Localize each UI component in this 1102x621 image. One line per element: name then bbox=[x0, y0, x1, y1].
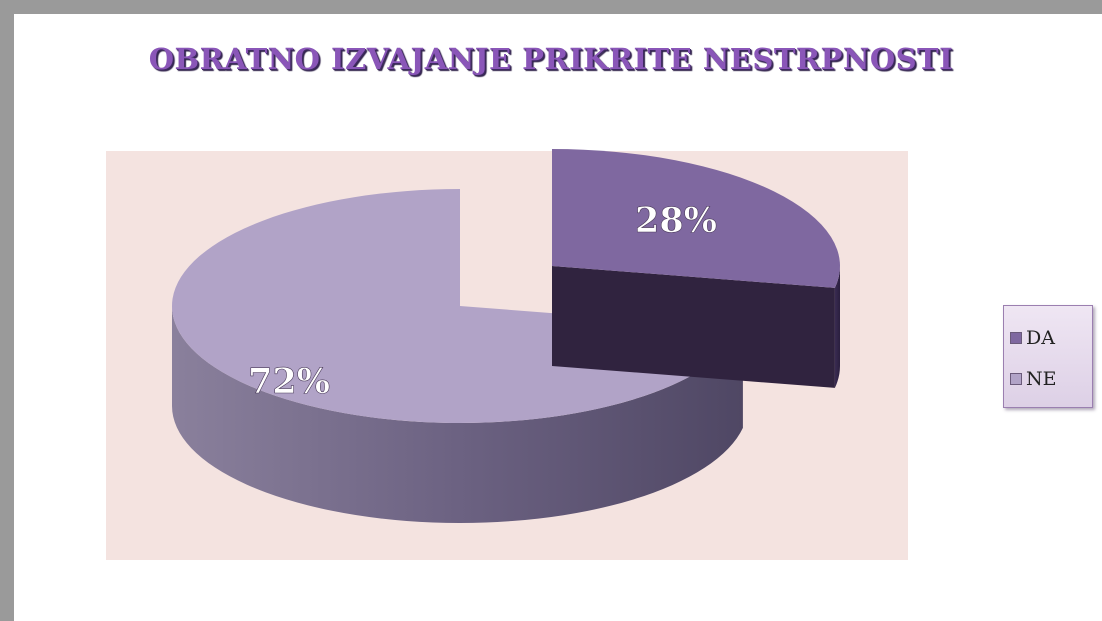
slice-side-da bbox=[834, 266, 840, 388]
legend-swatch-da bbox=[1010, 332, 1022, 344]
legend-swatch-ne bbox=[1010, 373, 1022, 385]
legend-item-da: DA bbox=[1010, 326, 1055, 350]
data-label-ne: 72% bbox=[248, 361, 330, 402]
legend-label-da: DA bbox=[1026, 327, 1055, 349]
legend: DA NE bbox=[1003, 305, 1093, 408]
data-label-da: 28% bbox=[635, 200, 717, 241]
slice-da bbox=[552, 149, 840, 288]
legend-item-ne: NE bbox=[1010, 367, 1057, 391]
chart-title: OBRATNO IZVAJANJE PRIKRITE NESTRPNOSTI bbox=[148, 42, 954, 76]
legend-label-ne: NE bbox=[1026, 368, 1057, 390]
slice-side-ne bbox=[172, 306, 743, 523]
slice-cut-da bbox=[552, 266, 835, 388]
